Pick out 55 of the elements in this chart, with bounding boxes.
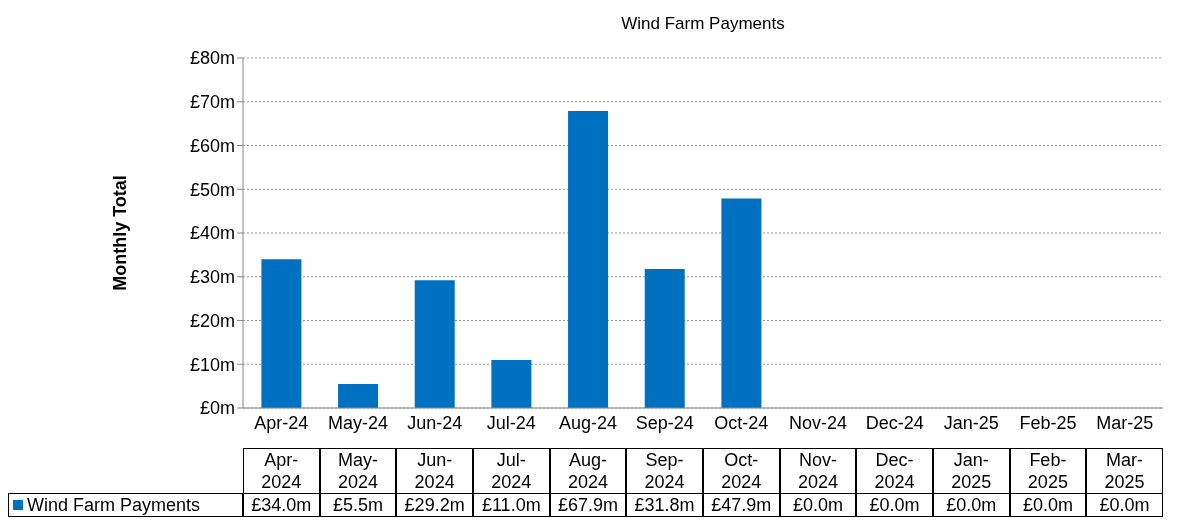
- y-tick-label: £40m: [189, 223, 235, 244]
- x-tick-label: Apr-24: [254, 412, 309, 433]
- y-tick-label: £20m: [189, 310, 235, 331]
- data-label: £47.9m: [702, 493, 780, 517]
- data-label: £0.0m: [1086, 493, 1163, 517]
- legend-label: Wind Farm Payments: [27, 494, 201, 516]
- text: Jun- 2024: [396, 448, 473, 493]
- data-label: £31.8m: [626, 493, 703, 517]
- x-tick-label: Feb-25: [1019, 412, 1077, 433]
- bar: [338, 383, 379, 408]
- data-label: £29.2m: [396, 493, 473, 517]
- x-tick-label: Jan-25: [943, 412, 999, 433]
- x-tick-label: Mar-25: [1096, 412, 1154, 433]
- text: Feb- 2025: [1009, 448, 1087, 493]
- text: Dec- 2024: [856, 448, 933, 493]
- data-label: £67.9m: [549, 493, 627, 517]
- text: Oct- 2024: [702, 448, 780, 493]
- text: Aug- 2024: [549, 448, 627, 493]
- bar: [568, 110, 609, 408]
- text: May- 2024: [319, 448, 397, 493]
- data-label: £0.0m: [779, 493, 857, 517]
- bar: [721, 198, 762, 408]
- data-label: £11.0m: [472, 493, 550, 517]
- x-tick-label: Jun-24: [407, 412, 463, 433]
- chart-title: Wind Farm Payments: [620, 14, 786, 34]
- text: Jan- 2025: [932, 448, 1010, 493]
- y-tick-label: £60m: [189, 135, 235, 156]
- data-label: £34.0m: [243, 493, 320, 517]
- x-tick-label: May-24: [327, 412, 389, 433]
- x-tick-label: Aug-24: [558, 412, 618, 433]
- data-label: £0.0m: [856, 493, 933, 517]
- y-tick-label: £70m: [189, 92, 235, 113]
- y-tick-label: £30m: [189, 267, 235, 288]
- y-tick-label: £0m: [199, 398, 235, 419]
- x-tick-label: Sep-24: [635, 412, 694, 433]
- text: Nov- 2024: [779, 448, 857, 493]
- x-tick-label: Oct-24: [714, 412, 769, 433]
- y-tick-label: £50m: [189, 179, 235, 200]
- y-tick-label: £10m: [189, 354, 235, 375]
- data-label: £0.0m: [932, 493, 1010, 517]
- x-tick-label: Nov-24: [788, 412, 848, 433]
- text: Jul- 2024: [472, 448, 550, 493]
- text: Apr- 2024: [243, 448, 320, 493]
- x-tick-label: Jul-24: [486, 412, 536, 433]
- y-axis-title: Monthly Total: [110, 175, 131, 291]
- data-label: £0.0m: [1009, 493, 1087, 517]
- text: Mar- 2025: [1086, 448, 1163, 493]
- bar: [261, 259, 302, 408]
- bar: [644, 268, 685, 408]
- bar: [491, 359, 532, 408]
- x-tick-label: Dec-24: [865, 412, 924, 433]
- data-label: £5.5m: [319, 493, 397, 517]
- text: Sep- 2024: [626, 448, 703, 493]
- bar: [414, 280, 455, 408]
- y-tick-label: £80m: [189, 48, 235, 69]
